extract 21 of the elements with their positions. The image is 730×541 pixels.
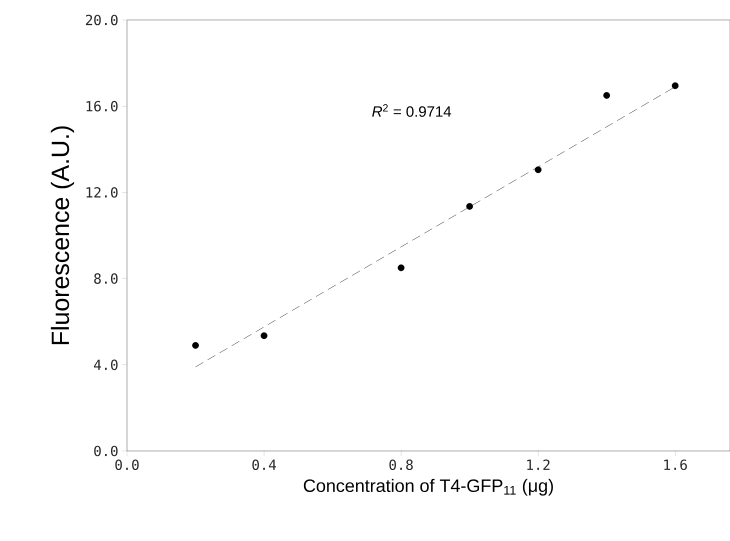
x-tick-label: 0.8 xyxy=(389,460,413,470)
y-tick-label: 16.0 xyxy=(86,100,118,112)
annotation: R$^{2}$ = 0.9714 xyxy=(372,104,452,117)
y-tick-label: 8.0 xyxy=(94,273,118,284)
y-tick-label: 0.0 xyxy=(94,446,118,456)
point xyxy=(260,332,268,340)
x-tick-label: 0.0 xyxy=(115,460,139,470)
x-tick-label: 1.6 xyxy=(664,460,687,470)
y-tick-label: 4.0 xyxy=(94,360,118,370)
x-tick-label: 1.2 xyxy=(527,460,550,470)
y-tick-label: 20.0 xyxy=(86,14,118,26)
y-tick-label: 12.0 xyxy=(86,187,118,198)
point xyxy=(466,203,474,210)
point xyxy=(672,82,679,90)
point xyxy=(534,166,542,174)
point xyxy=(398,264,404,272)
point xyxy=(603,92,610,99)
point xyxy=(192,342,199,349)
x-axis-title: Concentration of T4-GFP$_{11}$ (μg) xyxy=(304,478,553,496)
y-axis-title: Fluorescence (A.U.) xyxy=(50,126,74,344)
x-tick-label: 0.4 xyxy=(252,460,276,470)
